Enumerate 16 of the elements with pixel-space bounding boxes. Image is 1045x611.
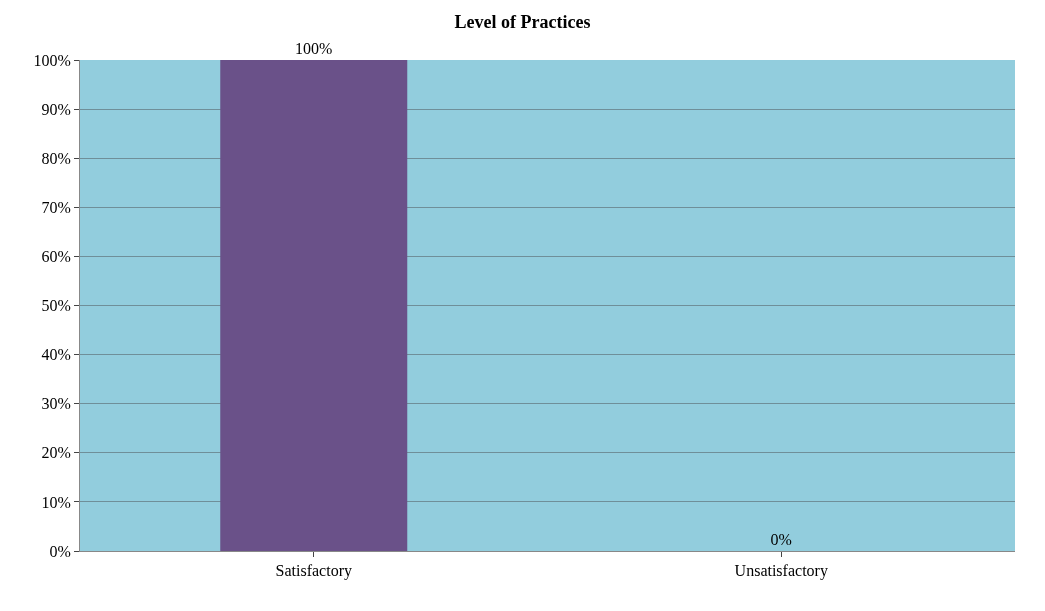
x-tick-label: Satisfactory — [275, 562, 352, 581]
data-label: 0% — [770, 531, 792, 548]
y-tick-label: 100% — [33, 51, 71, 69]
y-tick-label: 50% — [41, 297, 71, 315]
y-tick-label: 60% — [41, 248, 71, 265]
y-tick-label: 0% — [49, 542, 71, 560]
y-tick-label: 20% — [41, 444, 71, 462]
y-tick-label: 70% — [41, 198, 71, 216]
y-tick-label: 40% — [41, 346, 71, 364]
y-tick-label: 30% — [41, 395, 71, 413]
x-tick-label: Unsatisfactory — [734, 562, 828, 581]
data-label: 100% — [295, 40, 333, 57]
y-tick-label: 10% — [41, 493, 71, 511]
chart-title: Level of Practices — [454, 11, 591, 32]
y-tick-label: 90% — [41, 100, 71, 118]
y-tick-label: 80% — [41, 149, 71, 167]
